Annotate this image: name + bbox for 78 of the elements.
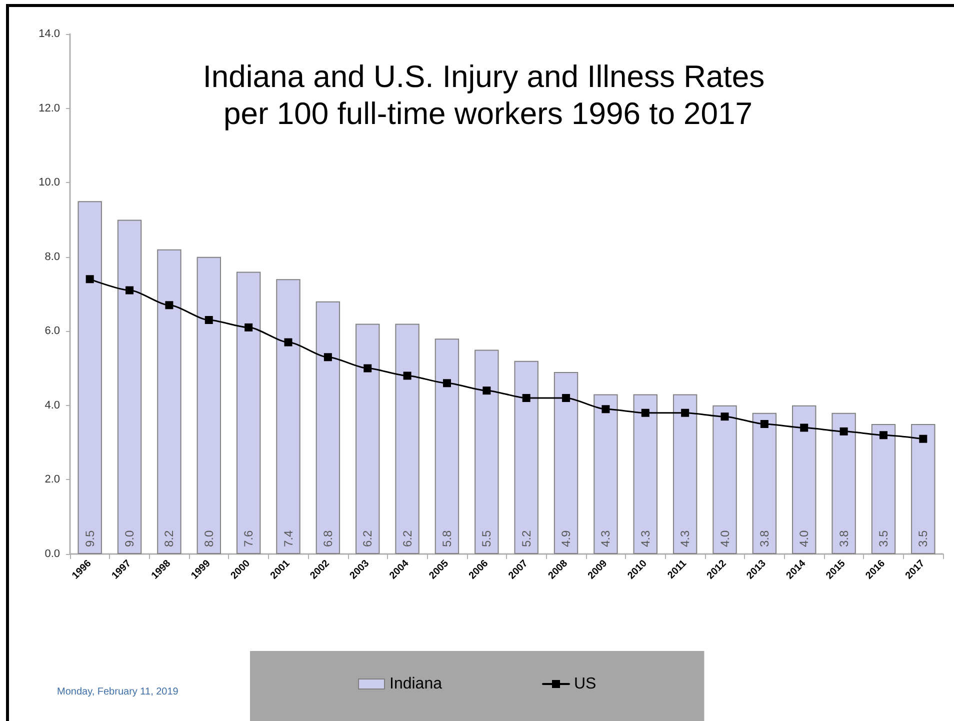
data-label: 9.0	[122, 530, 137, 547]
y-tick-label: 10.0	[38, 176, 60, 189]
data-label: 6.2	[400, 530, 414, 547]
y-tick-label: 4.0	[44, 399, 60, 412]
bar	[196, 256, 221, 554]
data-label: 4.3	[678, 530, 692, 547]
data-label: 7.4	[281, 530, 296, 547]
data-label: 4.9	[559, 530, 574, 547]
y-tick-label: 12.0	[38, 102, 60, 114]
point	[760, 420, 768, 428]
bar	[117, 220, 142, 554]
data-label: 6.2	[360, 530, 375, 547]
bar	[911, 424, 936, 554]
data-label: 5.5	[480, 530, 494, 547]
point	[165, 301, 174, 310]
point	[364, 364, 372, 372]
point	[86, 275, 94, 284]
point	[126, 286, 134, 294]
bar	[157, 249, 182, 554]
data-label: 4.0	[797, 530, 812, 547]
point	[720, 412, 729, 421]
y-tick-label: 14.0	[38, 28, 60, 40]
point	[602, 405, 610, 414]
data-label: 7.6	[242, 530, 256, 547]
text: Monday, February 11, 2019	[57, 686, 179, 698]
legend-label: US	[574, 676, 596, 692]
data-label: 5.2	[519, 530, 534, 547]
bar	[395, 324, 420, 554]
point	[800, 424, 808, 432]
data-label: 4.3	[598, 530, 613, 547]
bar	[672, 394, 698, 554]
bar	[236, 272, 261, 554]
y-tick-label: 2.0	[44, 474, 60, 486]
point	[482, 386, 491, 395]
data-label: 5.8	[440, 530, 454, 547]
data-label: 8.2	[162, 530, 176, 547]
bar	[633, 394, 658, 554]
bar	[474, 350, 499, 554]
bar	[434, 338, 460, 554]
bar	[752, 412, 777, 554]
point	[284, 338, 292, 346]
point	[522, 394, 530, 402]
point	[442, 379, 451, 388]
data-label: 6.8	[320, 530, 335, 547]
point	[324, 353, 332, 362]
bar	[871, 424, 896, 554]
bar	[276, 279, 300, 554]
point	[562, 394, 570, 402]
data-label: 8.0	[202, 530, 216, 547]
bar	[792, 405, 816, 554]
data-label: 3.8	[757, 530, 772, 547]
legend-label: Indiana	[390, 676, 442, 692]
y-tick-label: 0.0	[44, 548, 60, 560]
text: Indiana and U.S. Injury and Illness Rates per 100 full-time workers 1996 to 2017	[202, 59, 774, 131]
point	[681, 408, 690, 417]
bar	[316, 301, 340, 554]
bar	[514, 360, 538, 554]
data-label: 4.0	[718, 530, 732, 547]
bar	[356, 324, 380, 554]
data-label: 3.5	[916, 530, 930, 547]
data-label: 9.5	[82, 530, 97, 547]
point	[641, 408, 650, 417]
y-tick-label: 6.0	[44, 325, 60, 338]
point	[403, 372, 412, 380]
data-label: 3.5	[876, 530, 890, 547]
data-label: 4.3	[638, 530, 652, 547]
data-label: 3.8	[836, 530, 851, 547]
bar	[554, 372, 578, 554]
bar	[78, 201, 102, 554]
bar	[832, 412, 856, 554]
point	[879, 431, 888, 440]
point	[244, 323, 253, 332]
point	[204, 316, 213, 324]
point	[840, 427, 848, 436]
y-tick-label: 8.0	[44, 250, 60, 263]
point	[919, 434, 928, 443]
bar	[712, 405, 737, 554]
bar	[594, 394, 618, 554]
